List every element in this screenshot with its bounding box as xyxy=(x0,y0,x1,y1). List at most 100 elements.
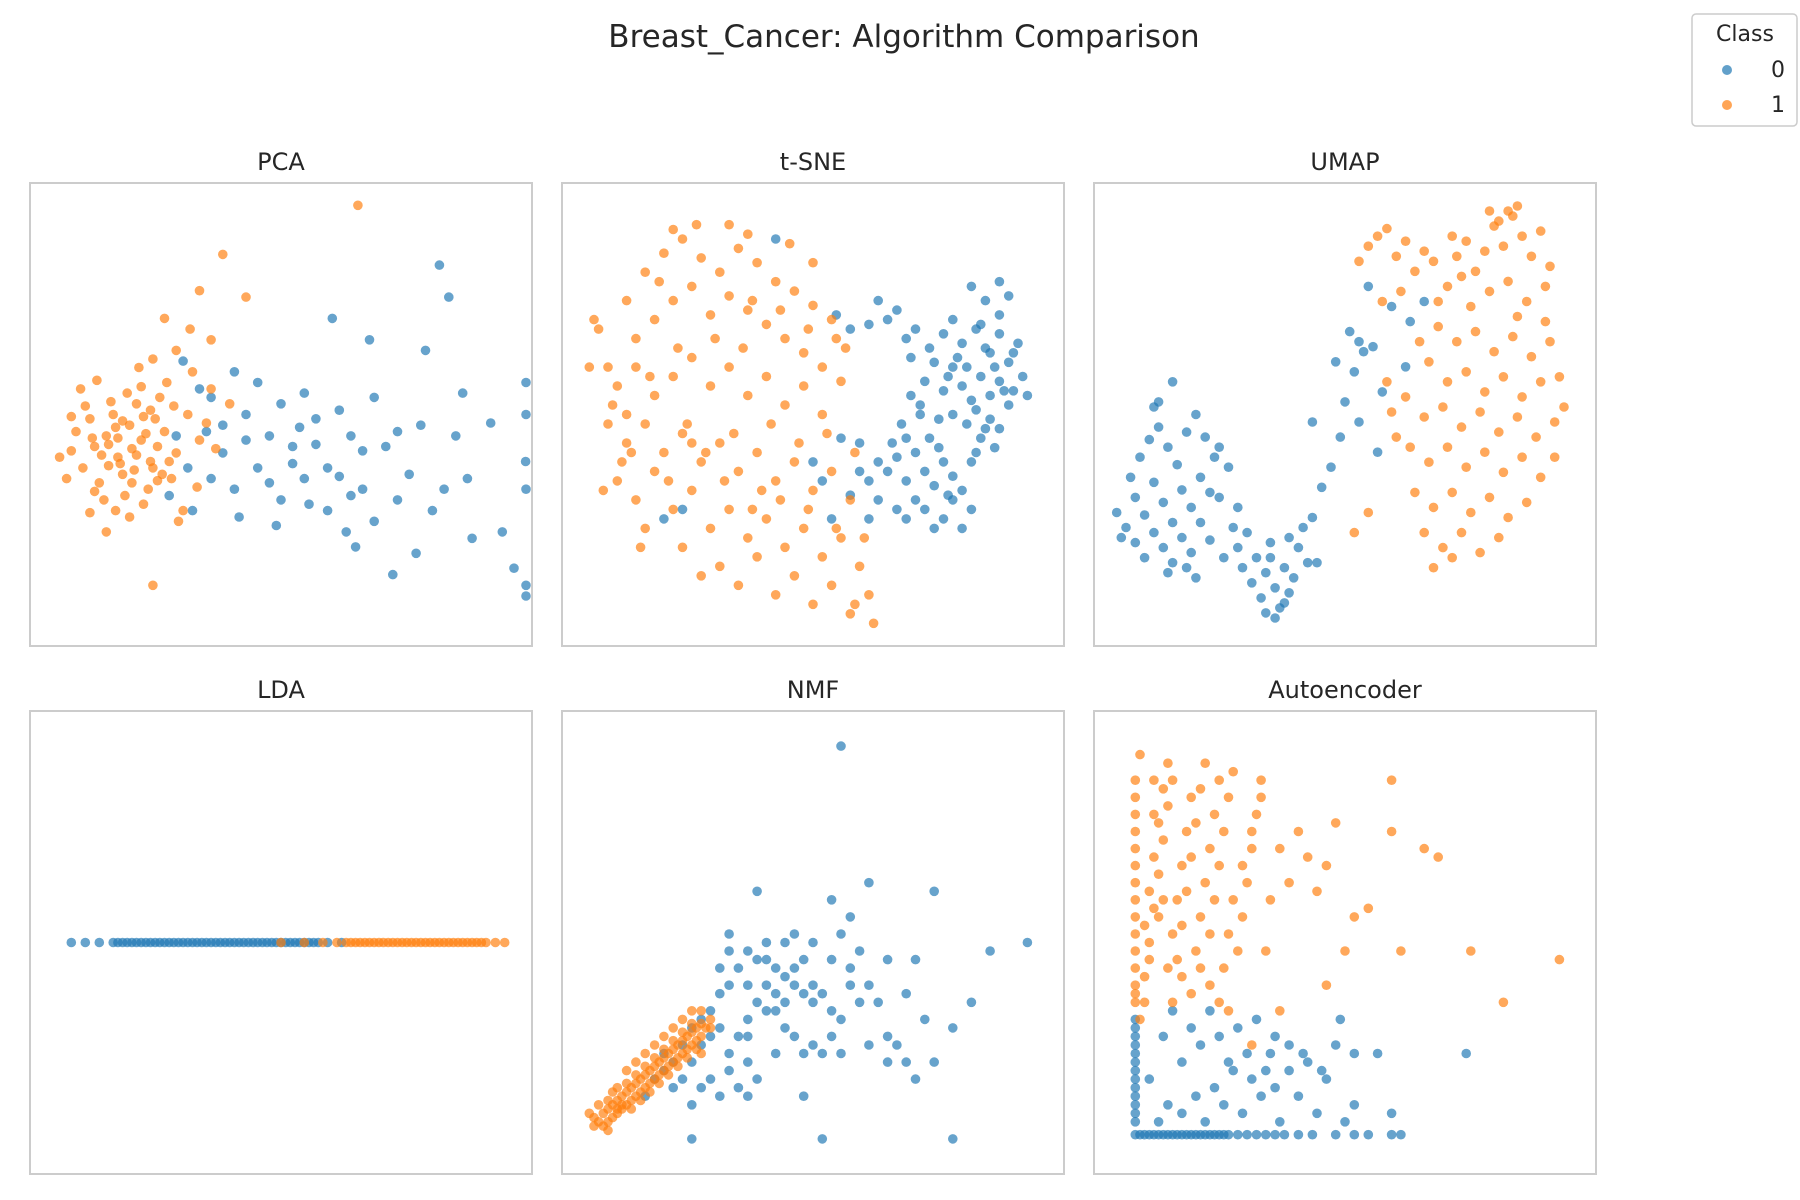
data-point xyxy=(1022,937,1033,948)
data-point xyxy=(752,257,762,268)
data-point xyxy=(873,997,883,1008)
data-point xyxy=(120,490,130,501)
data-point xyxy=(682,419,692,429)
data-point xyxy=(364,335,375,345)
data-point xyxy=(761,937,772,948)
data-point xyxy=(1130,1100,1141,1110)
series-class-1 xyxy=(1130,749,1565,1050)
data-point xyxy=(1242,527,1252,538)
data-point xyxy=(1186,792,1196,803)
data-point xyxy=(75,384,86,394)
data-point xyxy=(85,414,95,424)
data-point xyxy=(724,1048,734,1059)
data-point xyxy=(1149,527,1159,538)
data-point xyxy=(640,1061,650,1072)
data-point xyxy=(1139,510,1150,520)
data-point xyxy=(1158,497,1169,508)
data-point xyxy=(910,447,921,458)
data-point xyxy=(1475,407,1485,417)
data-point xyxy=(784,238,795,249)
data-point xyxy=(1330,357,1341,367)
data-point xyxy=(603,362,613,372)
data-point xyxy=(334,405,345,416)
data-point xyxy=(66,937,77,948)
data-point xyxy=(1466,507,1476,518)
data-point xyxy=(1219,552,1229,563)
data-point xyxy=(715,988,725,999)
data-point xyxy=(1302,1057,1313,1067)
data-point xyxy=(836,376,846,387)
data-point xyxy=(1223,462,1234,473)
data-point xyxy=(631,362,641,372)
data-point xyxy=(798,381,809,391)
data-point xyxy=(1228,895,1238,905)
data-point xyxy=(1261,1129,1271,1140)
data-point xyxy=(715,438,725,448)
data-point xyxy=(206,473,216,484)
data-point xyxy=(388,569,398,580)
data-point xyxy=(980,423,991,434)
data-point xyxy=(966,395,977,406)
data-point xyxy=(1498,372,1509,382)
data-point xyxy=(1200,432,1210,442)
data-point xyxy=(677,428,688,439)
data-point xyxy=(1191,409,1201,420)
data-point xyxy=(677,234,688,244)
data-point xyxy=(752,552,762,562)
data-point xyxy=(1153,422,1164,432)
series-class-1 xyxy=(1349,201,1569,573)
data-point xyxy=(54,452,65,463)
data-point xyxy=(1335,1014,1346,1025)
data-point xyxy=(1302,852,1313,862)
data-point xyxy=(724,219,734,230)
data-point xyxy=(1400,392,1411,402)
data-point xyxy=(1261,1065,1271,1076)
data-point xyxy=(1261,608,1271,618)
data-point xyxy=(1540,281,1551,292)
data-point xyxy=(1130,1065,1141,1076)
data-point xyxy=(1447,231,1457,241)
data-point xyxy=(1177,971,1187,982)
data-point xyxy=(1172,459,1182,470)
data-point xyxy=(794,438,804,448)
data-point xyxy=(439,484,449,495)
data-point xyxy=(780,333,790,344)
data-point xyxy=(1130,826,1141,837)
data-point xyxy=(1135,1014,1145,1025)
data-point xyxy=(1233,1129,1243,1140)
data-point xyxy=(892,305,902,315)
data-point xyxy=(631,1070,641,1080)
data-point xyxy=(1149,775,1159,785)
data-point xyxy=(115,458,125,469)
data-point xyxy=(1177,485,1187,495)
data-point xyxy=(808,937,818,948)
data-point xyxy=(966,997,977,1008)
data-point xyxy=(1433,852,1443,862)
data-point xyxy=(906,390,916,401)
data-point xyxy=(108,409,118,420)
data-point xyxy=(241,435,251,445)
data-point xyxy=(649,314,660,325)
data-point xyxy=(1405,316,1415,327)
data-point xyxy=(61,473,72,484)
data-point xyxy=(201,418,212,428)
data-point xyxy=(341,527,352,537)
data-point xyxy=(1461,367,1471,377)
subplot-grid: PCA t-SNE UMAP LDA NMF Autoencoder xyxy=(29,148,1597,1175)
data-point xyxy=(901,333,911,344)
data-point xyxy=(1396,286,1406,297)
data-point xyxy=(747,295,758,306)
data-point xyxy=(346,431,356,441)
data-point xyxy=(701,447,711,458)
data-point xyxy=(1121,522,1131,533)
data-point xyxy=(497,527,508,537)
data-point xyxy=(882,1057,893,1067)
data-point xyxy=(1130,988,1141,999)
data-point xyxy=(687,352,697,363)
data-point xyxy=(1261,567,1271,578)
data-point xyxy=(252,463,263,473)
data-point xyxy=(1354,336,1364,347)
data-point xyxy=(1293,1091,1304,1101)
data-point xyxy=(80,401,91,411)
data-point xyxy=(201,426,212,437)
